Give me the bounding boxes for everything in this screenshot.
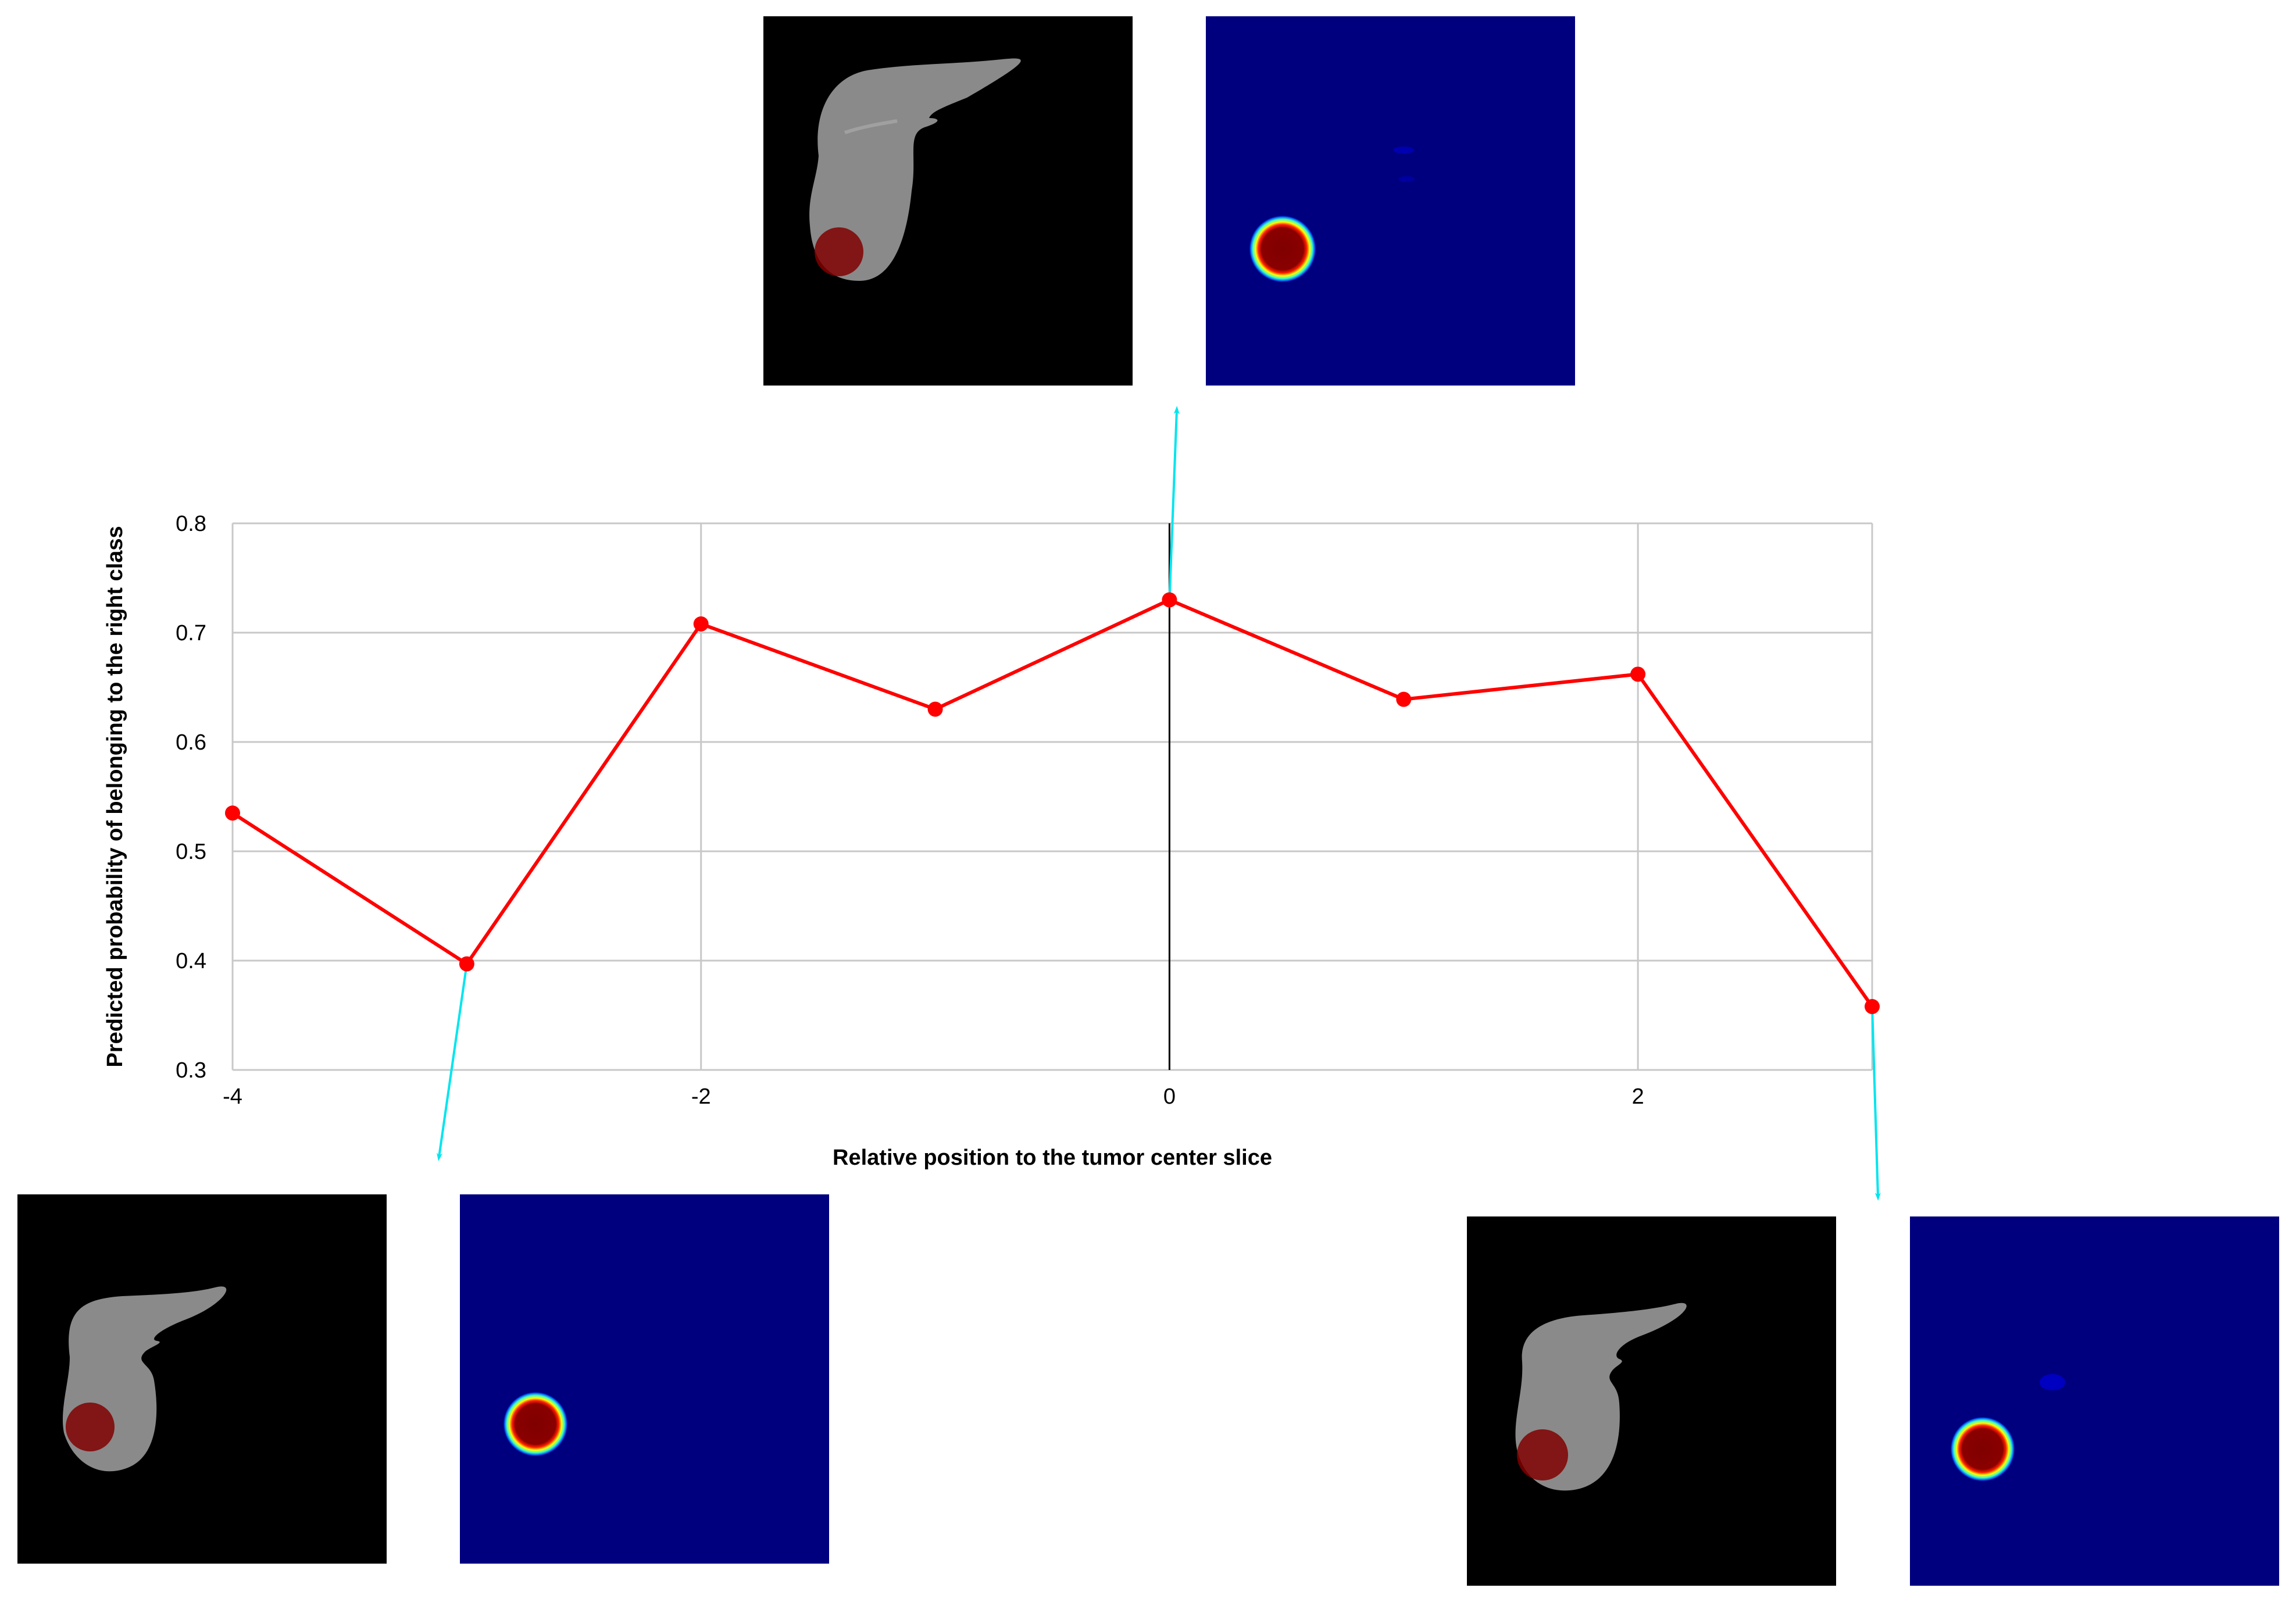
heatmap-bottom-left — [460, 1194, 829, 1564]
tumor-hotspot — [1249, 215, 1316, 283]
data-point — [1162, 592, 1177, 608]
y-tick-label: 0.4 — [176, 949, 206, 973]
tumor-hotspot — [1950, 1417, 2015, 1482]
data-point — [1630, 666, 1646, 682]
y-tick-label: 0.3 — [176, 1058, 206, 1083]
ct-slice-image — [763, 16, 1133, 386]
y-tick-label: 0.7 — [176, 621, 206, 645]
annotation-arrow — [437, 964, 468, 1161]
annotation-arrows — [437, 406, 1881, 1201]
ct-slice-bottom-right — [1467, 1216, 1836, 1586]
annotation-arrow — [1871, 1006, 1881, 1201]
y-tick-label: 0.5 — [176, 840, 206, 864]
data-point — [459, 956, 474, 972]
y-tick-label: 0.6 — [176, 730, 206, 755]
heatmap-image — [460, 1194, 829, 1564]
x-axis-title: Relative position to the tumor center sl… — [833, 1146, 1272, 1170]
data-point — [225, 805, 240, 821]
annotation-arrow — [1168, 406, 1180, 600]
grid — [231, 522, 1873, 1071]
x-tick-label: -2 — [691, 1084, 711, 1109]
x-tick-label: -4 — [223, 1084, 242, 1109]
liver-shape — [809, 58, 1021, 281]
series-line — [231, 598, 1874, 1008]
heatmap-bottom-right — [1910, 1216, 2279, 1586]
data-point — [693, 616, 709, 631]
ct-slice-image — [1467, 1216, 1836, 1586]
tick-labels: 0.3 0.4 0.5 0.6 0.7 0.8 -4 -2 0 2 — [176, 512, 1644, 1109]
data-point — [1396, 691, 1412, 707]
ct-slice-image — [17, 1194, 387, 1564]
y-tick-label: 0.8 — [176, 512, 206, 536]
tumor-overlay — [1517, 1429, 1568, 1480]
x-tick-label: 2 — [1632, 1084, 1644, 1109]
data-point — [927, 701, 943, 717]
y-axis-title: Predicted probability of belonging to th… — [103, 526, 127, 1067]
heatmap-top — [1206, 16, 1575, 386]
tumor-overlay — [66, 1403, 115, 1451]
x-tick-label: 0 — [1163, 1084, 1176, 1109]
tumor-overlay — [815, 227, 863, 276]
series — [225, 592, 1880, 1014]
tumor-hotspot — [503, 1392, 568, 1457]
heatmap-image — [1910, 1216, 2279, 1586]
heatmap-image — [1206, 16, 1575, 386]
ct-slice-bottom-left — [17, 1194, 387, 1564]
ct-slice-top — [763, 16, 1133, 386]
data-point — [1865, 998, 1880, 1014]
